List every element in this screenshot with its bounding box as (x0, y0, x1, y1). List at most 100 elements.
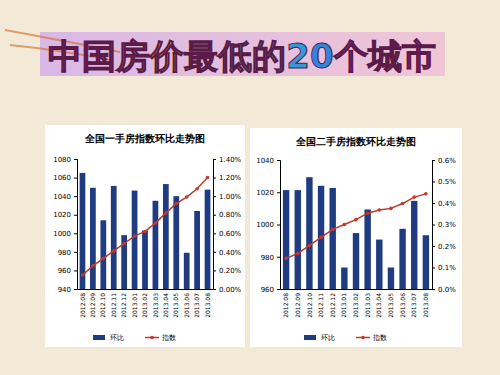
tick: 2012.10 (99, 293, 106, 318)
x-axis-line (281, 289, 433, 290)
tick: 1040 (53, 193, 77, 201)
tick-label: 2013.07 (193, 293, 200, 318)
tick: 2012.11 (110, 293, 117, 318)
bar (90, 188, 96, 289)
y2-axis-line (214, 160, 217, 290)
marker (195, 187, 199, 191)
tick: 2012.08 (79, 293, 86, 318)
marker (401, 202, 405, 206)
tick: 0.4% (432, 200, 456, 208)
legend-marker (361, 336, 365, 340)
tick: 940 (58, 286, 77, 294)
tick-label: 2013.02 (141, 293, 148, 318)
tick: 0.20% (213, 267, 242, 275)
tick-label: 2013.04 (375, 293, 382, 318)
tick-label: 0.6% (438, 157, 456, 165)
tick: 960 (261, 286, 280, 294)
tick-mark (74, 252, 77, 253)
tick: 0.40% (213, 249, 242, 257)
marker (164, 211, 168, 215)
legend-item: 指数 (145, 334, 176, 342)
marker (112, 249, 116, 253)
tick: 0.0% (432, 286, 456, 294)
legend: 环比指数 (304, 334, 387, 342)
marker (91, 264, 95, 268)
tick-label: 940 (58, 286, 71, 294)
marker (331, 228, 335, 232)
bar (121, 235, 127, 289)
tick-label: 2013.02 (352, 293, 359, 318)
tick: 2012.09 (89, 293, 96, 318)
tick: 1.00% (213, 193, 242, 201)
marker (284, 257, 288, 261)
tick: 2013.08 (204, 293, 211, 318)
tick-mark (277, 225, 280, 226)
tick: 1040 (256, 157, 280, 165)
tick: 2013.03 (364, 293, 371, 318)
tick: 1020 (256, 189, 280, 197)
tick-mark (74, 196, 77, 197)
tick-label: 1.40% (219, 156, 242, 164)
tick-label: 2013.03 (152, 293, 159, 318)
tick: 2013.04 (162, 293, 169, 318)
tick-label: 1040 (53, 193, 71, 201)
tick: 0.3% (432, 221, 456, 229)
tick-mark (213, 233, 216, 234)
tick: 960 (58, 267, 77, 275)
tick: 2012.09 (294, 293, 301, 318)
marker (133, 234, 137, 238)
bar (132, 191, 138, 289)
bar (100, 220, 106, 289)
bar (423, 235, 429, 289)
tick: 2013.06 (183, 293, 190, 318)
tick: 2013.05 (172, 293, 179, 318)
tick-label: 0.20% (219, 267, 242, 275)
tick-label: 2012.09 (294, 293, 301, 318)
bar (184, 253, 190, 289)
tick-label: 0.0% (438, 286, 456, 294)
marker (102, 257, 106, 261)
legend-swatch (304, 335, 316, 340)
tick-label: 0.2% (438, 243, 456, 251)
bar (295, 190, 301, 289)
marker (185, 195, 189, 199)
tick: 2013.04 (375, 293, 382, 318)
marker (319, 236, 323, 240)
tick-mark (213, 178, 216, 179)
bar (163, 184, 169, 289)
tick-mark (74, 215, 77, 216)
tick-mark (74, 159, 77, 160)
tick: 2012.11 (317, 293, 324, 318)
legend-item: 指数 (356, 334, 387, 342)
bar (388, 268, 394, 290)
tick: 2012.12 (329, 293, 336, 318)
chart-background (250, 128, 462, 347)
marker (377, 208, 381, 212)
bar (111, 186, 117, 289)
tick-mark (432, 225, 435, 226)
tick-label: 2013.05 (387, 293, 394, 318)
marker (174, 202, 178, 206)
legend-label: 指数 (161, 334, 176, 342)
tick: 1000 (53, 230, 77, 238)
tick-label: 1.20% (219, 174, 242, 182)
marker (206, 176, 210, 180)
bar (364, 209, 370, 289)
tick-label: 2013.04 (162, 293, 169, 318)
bar (353, 233, 359, 289)
tick: 1000 (256, 221, 280, 229)
tick-mark (74, 289, 77, 290)
tick: 1.20% (213, 174, 242, 182)
marker (389, 207, 393, 211)
tick: 1080 (53, 156, 77, 164)
tick-label: 0.80% (219, 211, 242, 219)
tick: 0.6% (432, 157, 456, 165)
tick-label: 1020 (53, 211, 71, 219)
marker (412, 195, 416, 199)
tick: 1020 (53, 211, 77, 219)
tick-label: 1000 (256, 221, 274, 229)
y-axis: 94096098010001020104010601080 (53, 156, 77, 294)
legend-label: 环比 (110, 334, 124, 342)
tick: 2012.08 (282, 293, 289, 318)
tick-mark (74, 178, 77, 179)
